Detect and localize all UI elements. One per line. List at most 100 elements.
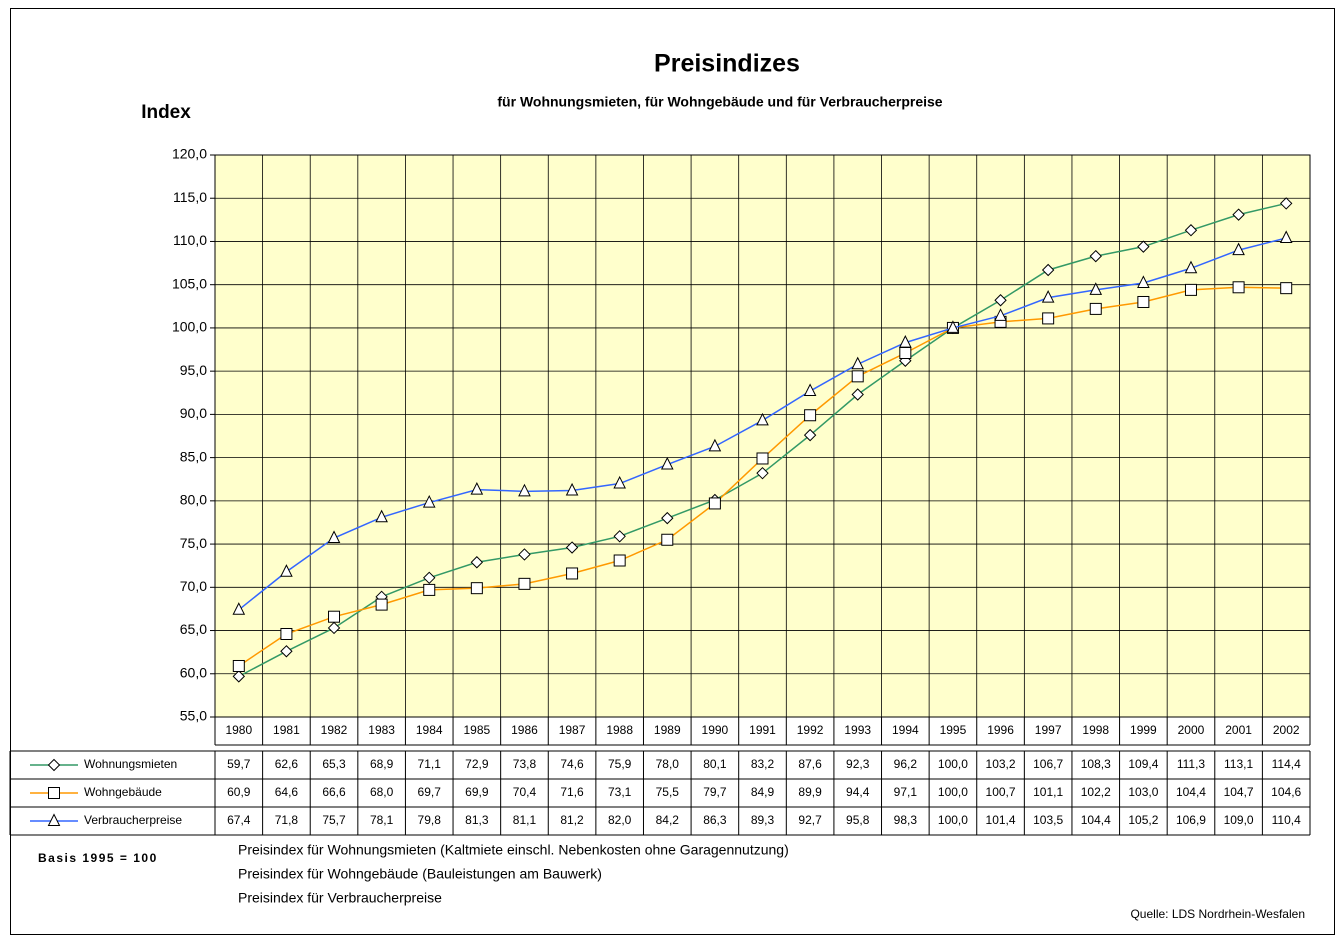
marker — [899, 335, 912, 348]
x-tick-label: 2000 — [1178, 723, 1205, 737]
marker — [470, 556, 484, 569]
marker — [1137, 295, 1150, 308]
table-cell: 68,9 — [370, 757, 394, 771]
marker — [1232, 281, 1245, 294]
marker — [232, 602, 246, 615]
marker — [1279, 197, 1293, 210]
marker — [47, 758, 61, 772]
marker — [328, 610, 341, 623]
x-tick-label: 2001 — [1225, 723, 1252, 737]
table-cell: 104,4 — [1081, 813, 1111, 827]
table-cell: 69,7 — [418, 785, 442, 799]
chart-subtitle: für Wohnungsmieten, für Wohngebäude und … — [497, 94, 942, 110]
marker — [280, 627, 293, 640]
marker — [422, 494, 436, 508]
table-cell: 80,1 — [703, 757, 727, 771]
table-cell: 104,6 — [1271, 785, 1301, 799]
table-cell: 89,9 — [798, 785, 822, 799]
marker — [327, 621, 341, 635]
marker — [1042, 312, 1055, 325]
marker — [518, 548, 531, 561]
marker — [994, 308, 1007, 321]
table-cell: 71,1 — [418, 757, 442, 771]
note: Preisindex für Verbraucherpreise — [238, 890, 442, 906]
table-cell: 82,0 — [608, 813, 632, 827]
y-tick-label: 110,0 — [173, 232, 207, 248]
legend-label: Wohnungsmieten — [84, 757, 177, 771]
marker — [1184, 224, 1198, 237]
table-cell: 71,8 — [275, 813, 299, 827]
note: Preisindex für Wohnungsmieten (Kaltmiete… — [238, 842, 789, 858]
x-tick-label: 1984 — [416, 723, 443, 737]
table-cell: 111,3 — [1177, 757, 1206, 771]
x-tick-label: 2002 — [1273, 723, 1300, 737]
marker — [518, 577, 531, 590]
plot-area — [214, 154, 1311, 718]
marker — [48, 787, 60, 799]
marker — [232, 659, 245, 672]
y-tick-label: 85,0 — [180, 448, 207, 464]
table-cell: 71,6 — [560, 785, 584, 799]
table-cell: 73,1 — [608, 785, 632, 799]
x-tick-label: 1989 — [654, 723, 681, 737]
marker — [232, 670, 246, 683]
x-tick-label: 1990 — [702, 723, 729, 737]
note: Preisindex für Wohngebäude (Bauleistunge… — [238, 866, 602, 882]
marker — [375, 509, 388, 523]
marker — [1089, 249, 1102, 263]
table-cell: 100,0 — [938, 785, 968, 799]
table-cell: 101,1 — [1033, 785, 1063, 799]
x-tick-label: 1993 — [844, 723, 871, 737]
table-cell: 64,6 — [275, 785, 299, 799]
table-cell: 68,0 — [370, 785, 394, 799]
table-cell: 97,1 — [894, 785, 918, 799]
x-tick-label: 1992 — [797, 723, 824, 737]
basis-note: Basis 1995 = 100 — [38, 851, 158, 865]
x-tick-label: 1998 — [1082, 723, 1109, 737]
marker — [613, 475, 626, 489]
table-cell: 108,3 — [1081, 757, 1111, 771]
x-tick-label: 1986 — [511, 723, 538, 737]
table-cell: 102,2 — [1081, 785, 1111, 799]
legend-label: Wohngebäude — [84, 785, 162, 799]
table-cell: 83,2 — [751, 757, 775, 771]
table-cell: 106,9 — [1176, 813, 1206, 827]
table-cell: 109,0 — [1224, 813, 1254, 827]
x-tick-label: 1983 — [368, 723, 395, 737]
marker — [1232, 242, 1245, 256]
marker — [423, 583, 436, 596]
marker — [280, 564, 293, 577]
y-tick-label: 90,0 — [180, 405, 207, 421]
table-cell: 78,1 — [370, 813, 394, 827]
table-cell: 89,3 — [751, 813, 775, 827]
marker — [327, 530, 341, 544]
x-tick-label: 1985 — [463, 723, 490, 737]
table-cell: 101,4 — [986, 813, 1016, 827]
x-tick-label: 1980 — [225, 723, 252, 737]
chart-title: Preisindizes — [654, 50, 800, 78]
table-cell: 86,3 — [703, 813, 727, 827]
x-tick-label: 1997 — [1035, 723, 1062, 737]
table-cell: 78,0 — [656, 757, 680, 771]
marker — [613, 530, 626, 543]
marker — [518, 483, 531, 497]
marker — [1137, 240, 1150, 253]
marker — [1232, 208, 1245, 221]
table-cell: 65,3 — [322, 757, 346, 771]
table-cell: 104,7 — [1224, 785, 1254, 799]
marker — [470, 582, 483, 595]
table-cell: 81,3 — [465, 813, 489, 827]
marker — [1041, 263, 1055, 277]
marker — [280, 645, 293, 658]
table-cell: 103,0 — [1128, 785, 1158, 799]
marker — [660, 456, 674, 470]
marker — [851, 388, 864, 401]
source: Quelle: LDS Nordrhein-Wesfalen — [1130, 907, 1305, 921]
x-tick-label: 1982 — [321, 723, 348, 737]
marker — [375, 598, 388, 611]
x-tick-label: 1991 — [749, 723, 776, 737]
marker — [1089, 282, 1103, 295]
y-tick-label: 55,0 — [180, 708, 207, 724]
marker — [566, 567, 579, 580]
